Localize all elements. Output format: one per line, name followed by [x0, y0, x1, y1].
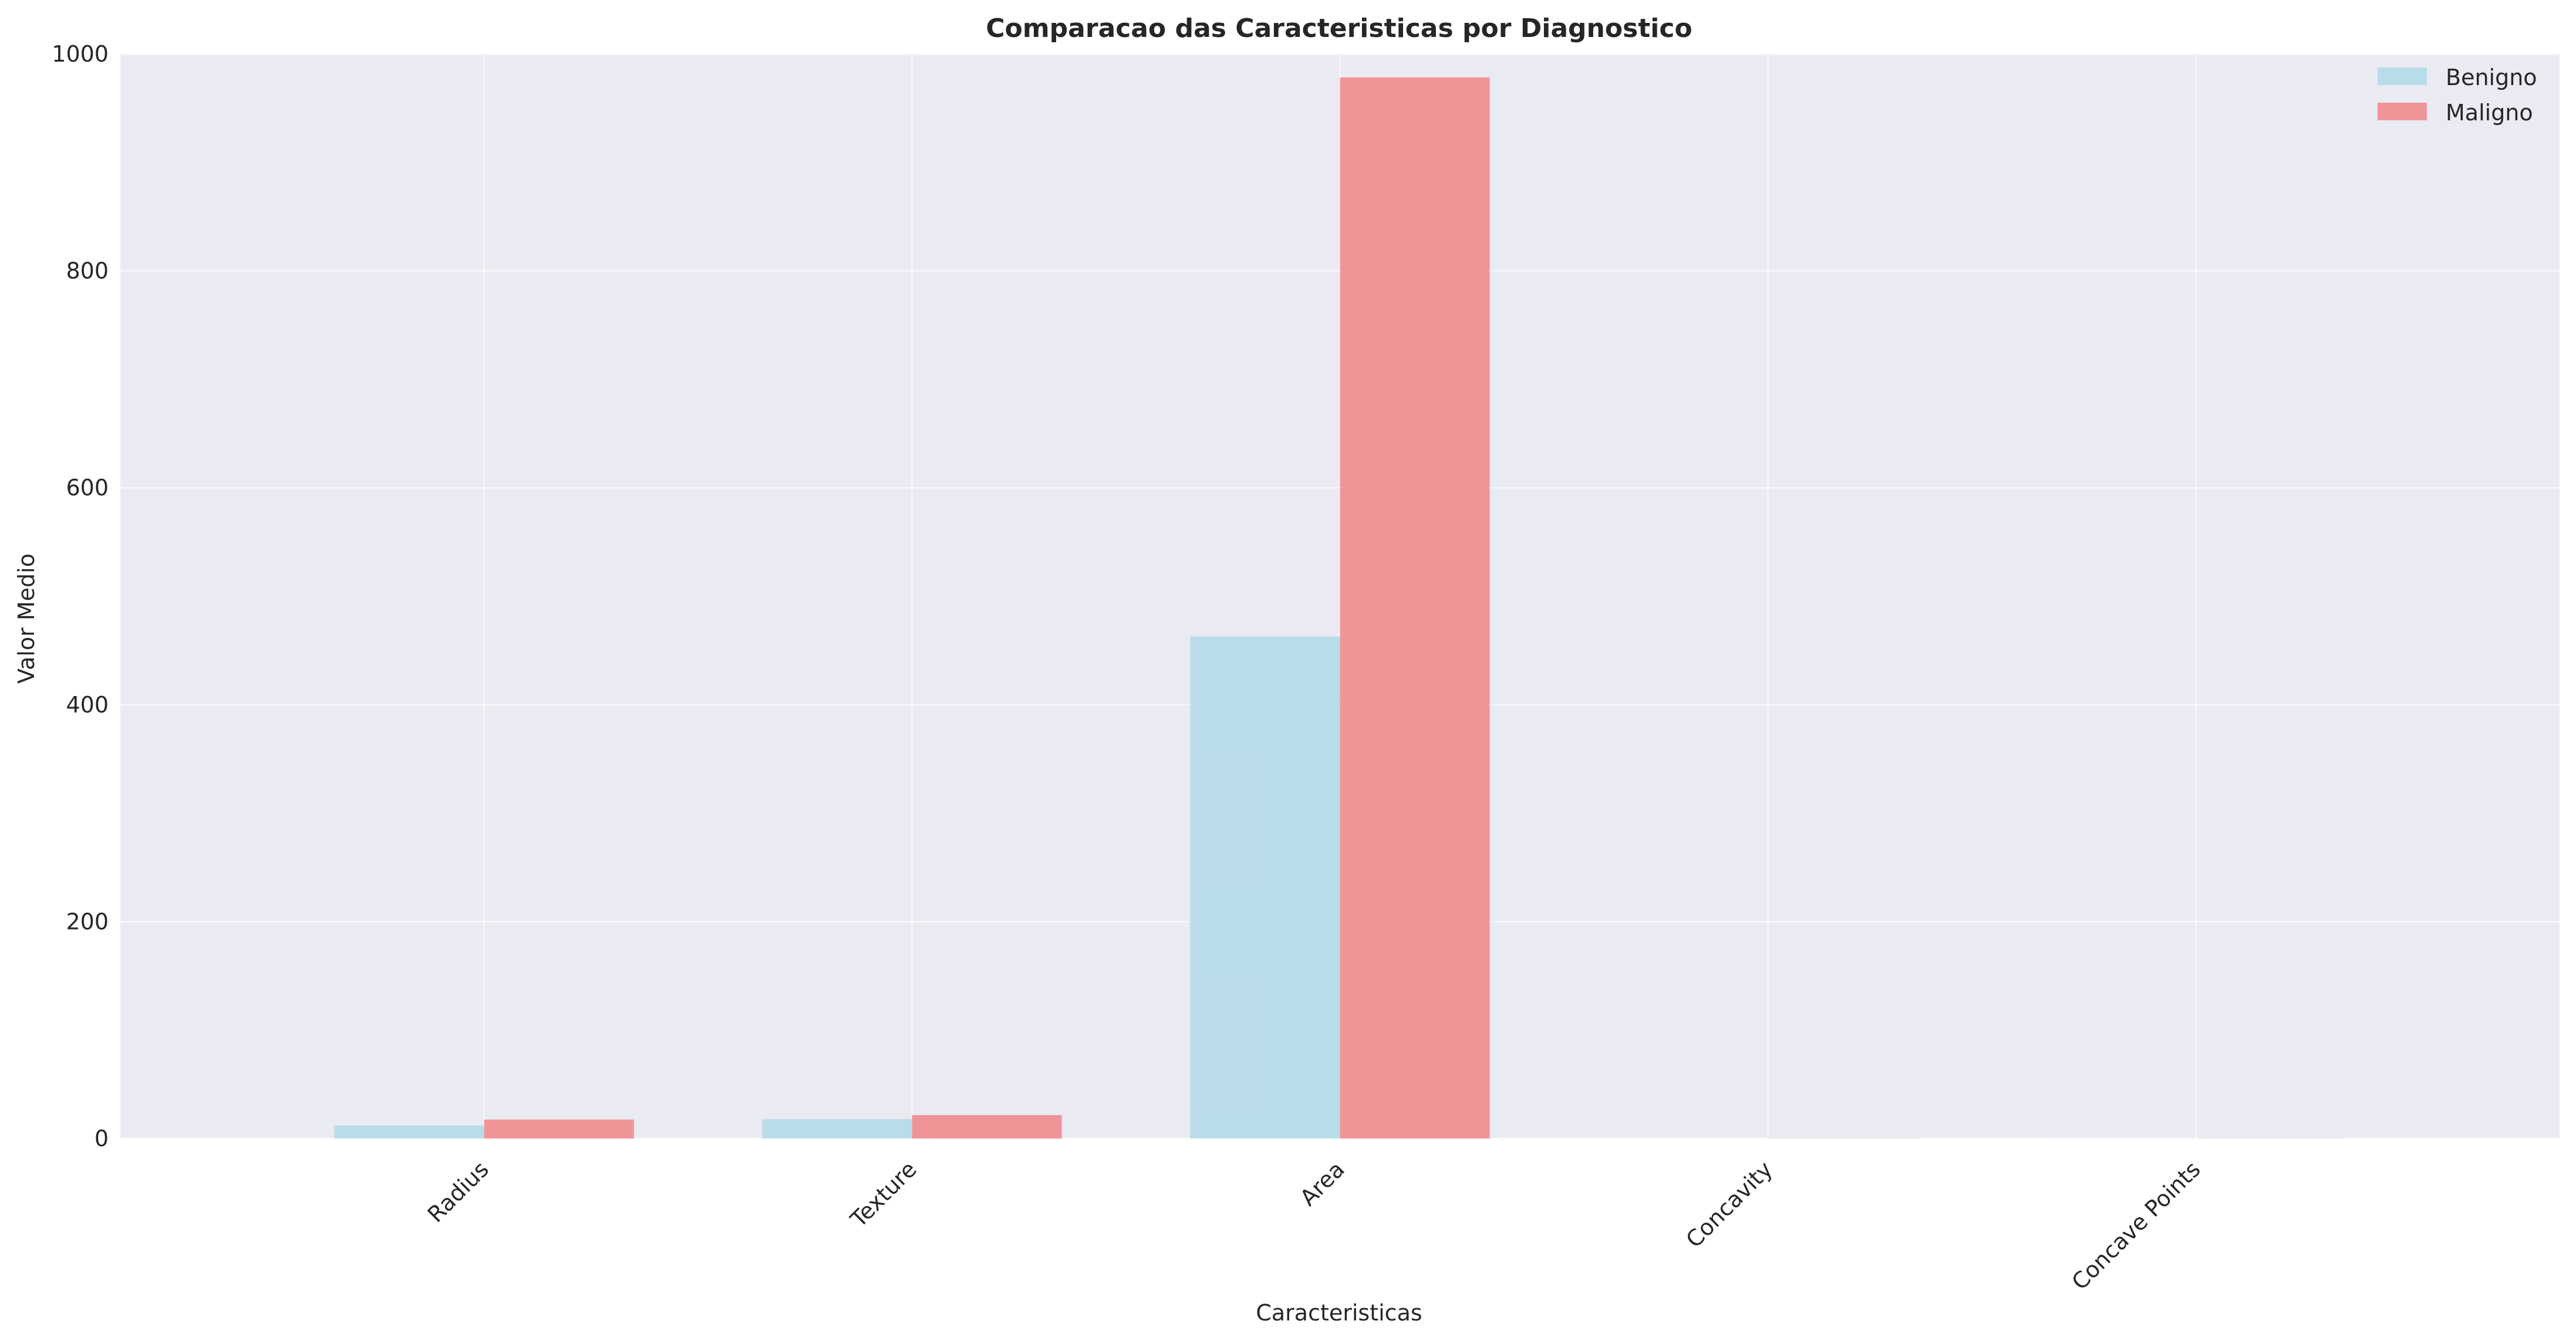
y-axis-label: Valor Medio: [14, 553, 39, 684]
bar-maligno-area: [1340, 77, 1490, 1139]
x-tick-label: Area: [1295, 1156, 1350, 1211]
legend-swatch: [2378, 103, 2427, 120]
y-tick-label: 800: [66, 258, 109, 284]
y-tick-label: 1000: [52, 41, 109, 67]
bar-maligno-texture: [912, 1115, 1062, 1139]
bars: [334, 77, 2346, 1139]
legend: Benigno Maligno: [2378, 65, 2537, 126]
x-tick-label: Concavity: [1681, 1156, 1777, 1252]
y-tick-label: 600: [66, 475, 109, 501]
legend-label: Maligno: [2446, 100, 2533, 126]
legend-label: Benigno: [2446, 65, 2537, 90]
x-tick-label: Concave Points: [2066, 1156, 2205, 1295]
y-axis-ticks: 0 200 400 600 800 1000: [52, 41, 109, 1151]
bar-benigno-area: [1190, 636, 1340, 1139]
x-tick-label: Texture: [845, 1156, 922, 1232]
x-axis-label: Caracteristicas: [1256, 1300, 1422, 1326]
y-tick-label: 0: [95, 1126, 109, 1151]
bar-benigno-radius: [334, 1125, 484, 1139]
y-tick-label: 200: [66, 908, 109, 934]
legend-swatch: [2378, 67, 2427, 85]
chart-title: Comparacao das Caracteristicas por Diagn…: [986, 13, 1692, 43]
x-axis-ticks: Radius Texture Area Concavity Concave Points: [423, 1156, 2206, 1295]
bar-benigno-texture: [762, 1119, 912, 1139]
y-tick-label: 400: [66, 692, 109, 718]
x-tick-label: Radius: [423, 1156, 494, 1227]
bar-maligno-radius: [484, 1119, 634, 1139]
